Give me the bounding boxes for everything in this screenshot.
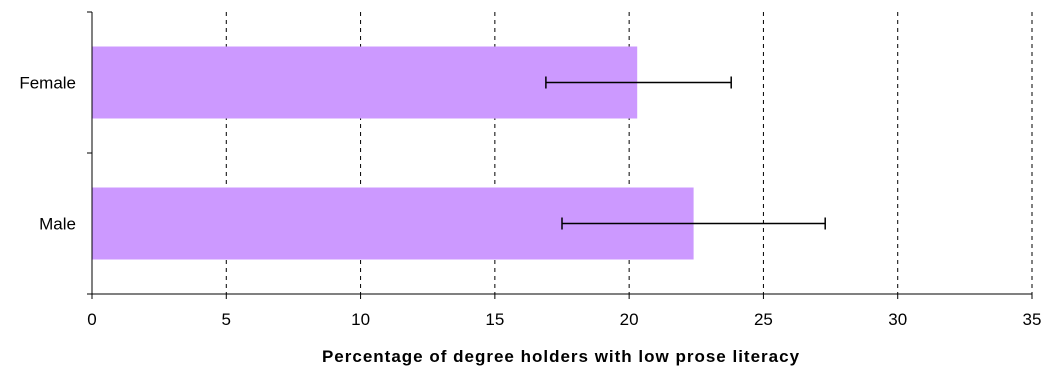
x-tick-label: 5 — [222, 310, 231, 329]
x-tick-label: 0 — [87, 310, 96, 329]
x-tick-label: 25 — [754, 310, 773, 329]
labels: 0 5 10 15 20 25 30 35 Female Male — [19, 74, 1041, 330]
error-bar-female — [545, 76, 732, 89]
bars — [92, 46, 694, 260]
x-tick-label: 20 — [620, 310, 639, 329]
x-tick-label: 35 — [1023, 310, 1042, 329]
error-bars — [545, 76, 826, 230]
error-bar-male — [561, 217, 826, 230]
x-tick-label: 15 — [485, 310, 504, 329]
x-axis-title: Percentage of degree holders with low pr… — [322, 347, 800, 366]
category-label-male: Male — [39, 215, 76, 234]
x-tick-label: 10 — [351, 310, 370, 329]
axes — [87, 11, 1033, 299]
x-tick-label: 30 — [888, 310, 907, 329]
category-label-female: Female — [19, 74, 76, 93]
